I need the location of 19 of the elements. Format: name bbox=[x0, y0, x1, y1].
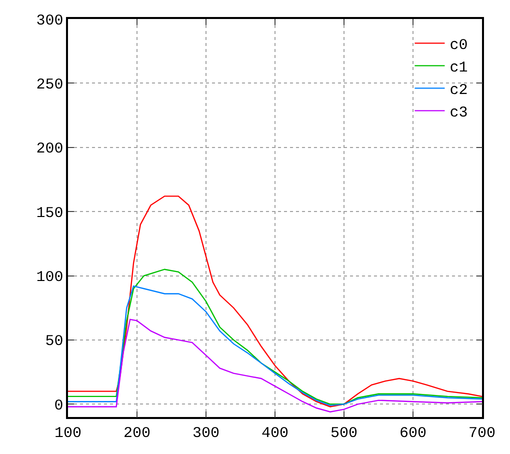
y-tick-label: 100 bbox=[36, 269, 64, 286]
y-tick-label: 0 bbox=[54, 397, 64, 414]
x-tick-label: 700 bbox=[468, 424, 496, 442]
legend-label: c2 bbox=[450, 82, 468, 100]
x-tick-label: 500 bbox=[330, 424, 358, 442]
y-tick-label: 300 bbox=[36, 12, 64, 30]
y-tick-label: 150 bbox=[36, 204, 64, 222]
line-series bbox=[68, 196, 482, 408]
x-tick-label: 600 bbox=[399, 424, 427, 442]
legend-label: c0 bbox=[450, 37, 468, 54]
legend-label: c3 bbox=[450, 104, 468, 122]
x-tick-label: 200 bbox=[123, 424, 151, 442]
y-tick-label: 50 bbox=[45, 333, 64, 350]
y-tick-label: 250 bbox=[36, 76, 64, 94]
y-tick-label: 200 bbox=[36, 140, 64, 158]
legend-label: c1 bbox=[450, 60, 468, 77]
x-tick-label: 300 bbox=[192, 424, 220, 442]
line-series bbox=[68, 318, 482, 412]
x-tick-label: 400 bbox=[261, 424, 289, 442]
